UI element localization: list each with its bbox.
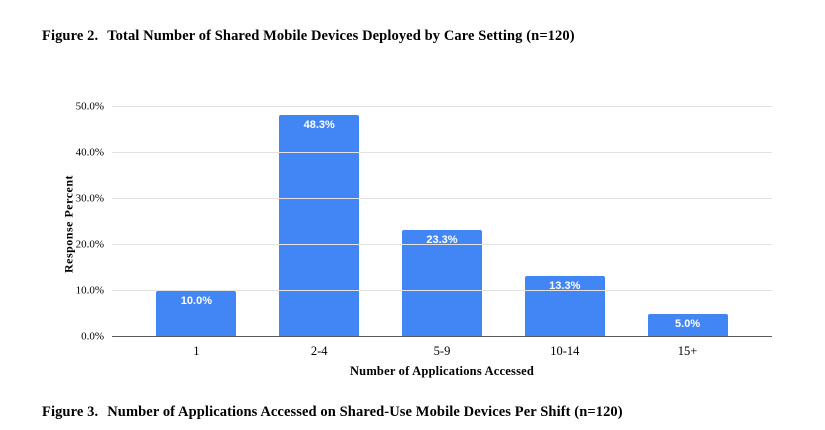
bar-value-label: 10.0% [180,295,212,307]
x-tick-label: 15+ [677,344,698,358]
x-tick-label: 10-14 [550,344,580,358]
gridline [112,290,772,291]
bar-1: 10.0% [156,291,237,337]
category-slot: 10.0% 1 [135,107,258,358]
y-tick-label: 20.0% [75,238,104,251]
bar-2-4: 48.3% [279,114,360,337]
y-tick-label: 30.0% [75,192,104,205]
category-slot: 13.3% 10-14 [503,107,626,358]
bar-value-label: 5.0% [675,318,701,330]
bar-15plus: 5.0% [647,314,728,337]
category-slot: 23.3% 5-9 [381,107,504,358]
x-tick-label: 1 [193,344,200,358]
category-slot: 48.3% 2-4 [258,107,381,358]
bar-10-14: 13.3% [524,275,605,337]
y-tick-label: 10.0% [75,284,104,297]
x-axis-line [112,335,772,337]
bar-value-label: 48.3% [303,118,335,131]
x-axis-title: Number of Applications Accessed [349,364,535,378]
x-tick-label: 5-9 [433,344,451,358]
figure2-caption-text: Total Number of Shared Mobile Devices De… [107,28,575,44]
plot-area: 10.0% 1 48.3% 2-4 23.3% 5-9 13.3% 10-14 5.0% 15+ … [76,101,772,358]
figure3-caption-text: Number of Applications Accessed on Share… [107,404,623,420]
y-tick-label: 50.0% [75,100,104,113]
gridline [112,244,772,245]
gridline [112,106,772,107]
y-axis-title: Response Percent [61,174,76,274]
bars-band: 10.0% 1 48.3% 2-4 23.3% 5-9 13.3% 10-14 5.0% 15+ [135,107,749,358]
x-tick-label: 2-4 [310,344,328,358]
category-slot: 5.0% 15+ [626,107,749,358]
y-tick-label: 0.0% [81,330,104,343]
bar-value-label: 13.3% [549,279,581,292]
figure3-caption-label: Figure 3. [42,404,99,420]
figure2-caption: Figure 2. Total Number of Shared Mobile D… [42,28,575,45]
gridline [112,198,772,199]
figure3-caption: Figure 3. Number of Applications Accessed… [42,404,623,421]
figure2-caption-label: Figure 2. [42,28,99,44]
y-tick-label: 40.0% [75,146,104,159]
bar-5-9: 23.3% [401,229,482,337]
bar-value-label: 23.3% [426,233,458,246]
gridline [112,152,772,153]
